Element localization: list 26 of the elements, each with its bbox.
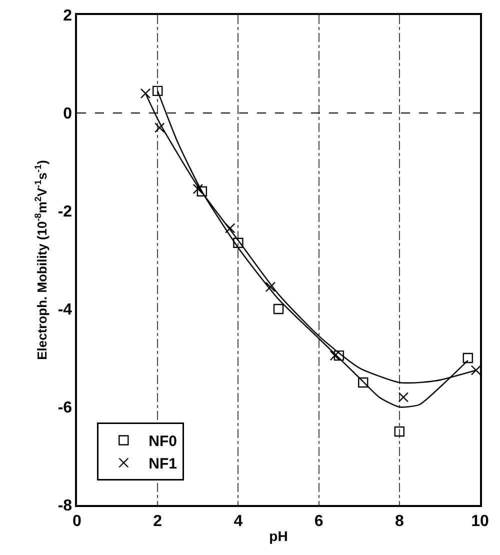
x-tick-label: 2 <box>153 512 162 530</box>
point <box>394 426 404 437</box>
point <box>152 86 163 96</box>
y-tick-label: -8 <box>58 498 72 515</box>
point <box>334 350 344 361</box>
y-tick-label: 0 <box>63 106 72 123</box>
legend-label: NF0 <box>148 433 177 450</box>
x-tick-label: 6 <box>314 512 324 530</box>
y-tick-label: -2 <box>58 204 72 221</box>
point <box>140 88 151 98</box>
point <box>233 238 244 248</box>
point <box>154 122 165 133</box>
y-tick-label: -4 <box>58 302 72 319</box>
y-tick-label: 2 <box>63 8 72 25</box>
x-tick-label: 4 <box>234 512 243 530</box>
legend-label: NF1 <box>148 456 177 473</box>
x-tick-label: 8 <box>394 512 404 530</box>
x-axis-title: pH <box>269 528 288 544</box>
point <box>462 352 474 364</box>
point <box>398 392 409 402</box>
point <box>196 186 208 196</box>
y-tick-label: -6 <box>58 400 72 417</box>
point <box>265 282 276 292</box>
point <box>358 377 368 388</box>
point <box>273 304 284 314</box>
x-tick-label: 10 <box>471 512 489 530</box>
